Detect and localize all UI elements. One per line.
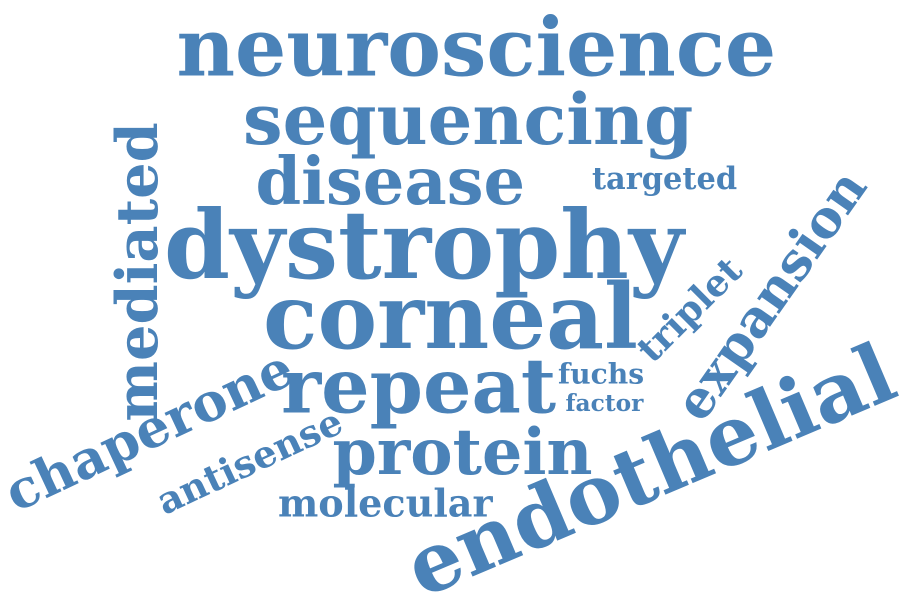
word-corneal: corneal [262,265,638,371]
word-disease: disease [254,143,525,221]
word-targeted: targeted [591,161,737,198]
word-sequencing: sequencing [242,77,694,162]
word-fuchs: fuchs [558,356,645,391]
word-protein: protein [332,414,593,490]
word-factor: factor [564,390,643,418]
word-neuroscience: neuroscience [175,0,776,95]
word-dystrophy: dystrophy [163,188,684,301]
word-repeat: repeat [280,340,556,431]
word-mediated: mediated [103,122,172,422]
word-molecular: molecular [277,481,493,526]
